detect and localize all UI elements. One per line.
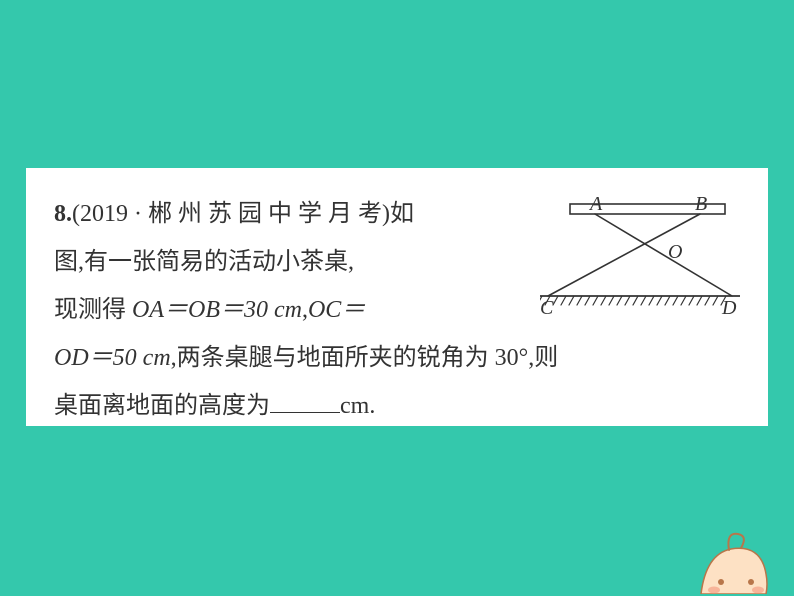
line5a: 桌面离地面的高度为: [54, 393, 270, 419]
answer-blank[interactable]: [270, 386, 340, 413]
line3a: 现测得: [54, 297, 132, 323]
src-open: (: [72, 201, 80, 227]
svg-text:A: A: [588, 196, 603, 215]
question-source: 2019 · 郴 州 苏 园 中 学 月 考: [80, 201, 382, 227]
eq2: OC＝: [308, 297, 365, 323]
question-card: A B O C D 8.(2019 · 郴 州 苏 园 中 学 月 考)如 图,有一张简…: [26, 168, 768, 426]
line4a: OD＝50 cm: [54, 345, 171, 371]
line5b: cm.: [340, 393, 375, 419]
svg-text:B: B: [695, 196, 707, 215]
geometry-figure: A B O C D: [540, 196, 740, 321]
corner-decoration: [666, 524, 786, 594]
src-close: ): [382, 201, 390, 227]
page-background: A B O C D 8.(2019 · 郴 州 苏 园 中 学 月 考)如 图,有一张简…: [0, 0, 794, 596]
question-number: 8.: [54, 201, 72, 227]
eq1: OA＝OB＝30 cm: [132, 297, 302, 323]
line2: 图,有一张简易的活动小茶桌,: [54, 249, 354, 275]
svg-text:C: C: [540, 297, 554, 316]
line1-rest: 如: [390, 201, 414, 227]
figure-svg: A B O C D: [540, 196, 740, 316]
svg-text:O: O: [668, 241, 682, 263]
line4b: ,两条桌腿与地面所夹的锐角为 30°,则: [171, 345, 559, 371]
svg-text:D: D: [721, 297, 737, 316]
